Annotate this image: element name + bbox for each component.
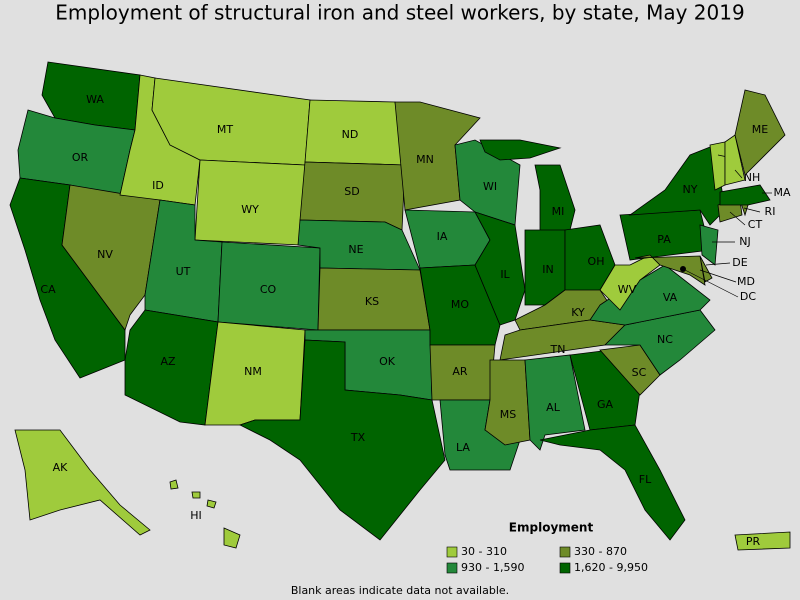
legend-title: Employment bbox=[509, 521, 594, 535]
legend-swatch bbox=[446, 562, 458, 574]
state-label: ID bbox=[152, 179, 164, 192]
state-label: IA bbox=[437, 230, 448, 243]
state-shape bbox=[734, 531, 791, 551]
state-label: KS bbox=[365, 295, 379, 308]
state-shape bbox=[534, 164, 576, 236]
leader-line bbox=[682, 268, 739, 298]
state-label: NJ bbox=[739, 235, 750, 248]
leader-line bbox=[743, 207, 761, 213]
state-label: NH bbox=[744, 171, 761, 184]
state-label: GA bbox=[597, 398, 614, 411]
state-shape bbox=[699, 224, 719, 266]
state-label: AR bbox=[452, 365, 468, 378]
state-label: MT bbox=[217, 123, 233, 136]
legend-swatch bbox=[559, 546, 571, 558]
map-title: Employment of structural iron and steel … bbox=[55, 1, 744, 25]
state-label: NE bbox=[348, 243, 363, 256]
state-shape bbox=[724, 134, 746, 186]
state-shape bbox=[734, 89, 786, 176]
states: WA OR CA NV ID MT WY UT AZ CO NM ND SD NE KS OK TX MN IA MO… bbox=[9, 61, 791, 551]
leader-line bbox=[699, 269, 737, 283]
state-label: OH bbox=[588, 255, 605, 268]
state-label: RI bbox=[765, 205, 776, 218]
state-label: DC bbox=[740, 290, 756, 303]
state-label: PA bbox=[657, 233, 671, 246]
state-shape bbox=[479, 139, 562, 161]
state-label: WV bbox=[618, 283, 637, 296]
legend-label: 330 - 870 bbox=[574, 545, 627, 558]
state-shape bbox=[539, 424, 686, 541]
state-label: AL bbox=[546, 401, 561, 414]
state-label: KY bbox=[571, 306, 585, 319]
leader-line bbox=[705, 262, 731, 266]
state-label: ND bbox=[342, 128, 359, 141]
state-label: MD bbox=[737, 275, 755, 288]
state-shape bbox=[634, 254, 706, 286]
state-label: MN bbox=[416, 153, 434, 166]
state-shape bbox=[223, 527, 241, 549]
state-label: NY bbox=[683, 183, 698, 196]
state-label: WA bbox=[86, 93, 104, 106]
state-shape bbox=[238, 339, 446, 541]
state-label: AK bbox=[53, 461, 69, 474]
state-shape bbox=[191, 491, 201, 499]
legend-swatch bbox=[559, 562, 571, 574]
state-label: NC bbox=[657, 333, 673, 346]
state-shape bbox=[206, 499, 217, 509]
state-shape bbox=[14, 429, 151, 536]
state-label: FL bbox=[639, 473, 652, 486]
state-label: PR bbox=[746, 535, 761, 548]
state-label: IL bbox=[500, 268, 510, 281]
state-label: LA bbox=[456, 441, 470, 454]
legend-label: 30 - 310 bbox=[461, 545, 507, 558]
state-label: UT bbox=[176, 265, 191, 278]
legend-label: 1,620 - 9,950 bbox=[574, 561, 648, 574]
leader-line bbox=[734, 169, 743, 179]
state-label: AZ bbox=[160, 355, 176, 368]
state-label: OK bbox=[379, 355, 396, 368]
state-label: MS bbox=[500, 408, 516, 421]
leader-line bbox=[729, 211, 746, 226]
state-label: NV bbox=[97, 248, 113, 261]
state-label: TX bbox=[350, 431, 366, 444]
state-label: DE bbox=[732, 256, 747, 269]
state-label: MA bbox=[773, 186, 790, 199]
state-label: HI bbox=[190, 509, 202, 522]
state-label: SD bbox=[344, 185, 359, 198]
state-label: WI bbox=[483, 180, 497, 193]
state-shape bbox=[474, 211, 526, 326]
state-label: CO bbox=[260, 283, 277, 296]
state-shape bbox=[169, 479, 179, 490]
state-label: MI bbox=[552, 205, 565, 218]
state-shape bbox=[484, 359, 531, 446]
note: Blank areas indicate data not available. bbox=[291, 584, 509, 597]
state-label: CA bbox=[40, 283, 56, 296]
state-shape bbox=[404, 209, 491, 269]
state-label: VA bbox=[663, 291, 678, 304]
legend-swatch bbox=[446, 546, 458, 558]
state-shape bbox=[719, 184, 771, 206]
state-label: SC bbox=[632, 366, 647, 379]
state-label: ME bbox=[752, 123, 768, 136]
state-label: WY bbox=[241, 203, 259, 216]
state-label: TN bbox=[550, 343, 566, 356]
state-label: CT bbox=[748, 218, 763, 231]
state-label: NM bbox=[244, 365, 262, 378]
legend-label: 930 - 1,590 bbox=[461, 561, 524, 574]
state-label: MO bbox=[451, 298, 469, 311]
state-label: OR bbox=[72, 151, 89, 164]
state-label: IN bbox=[542, 263, 553, 276]
